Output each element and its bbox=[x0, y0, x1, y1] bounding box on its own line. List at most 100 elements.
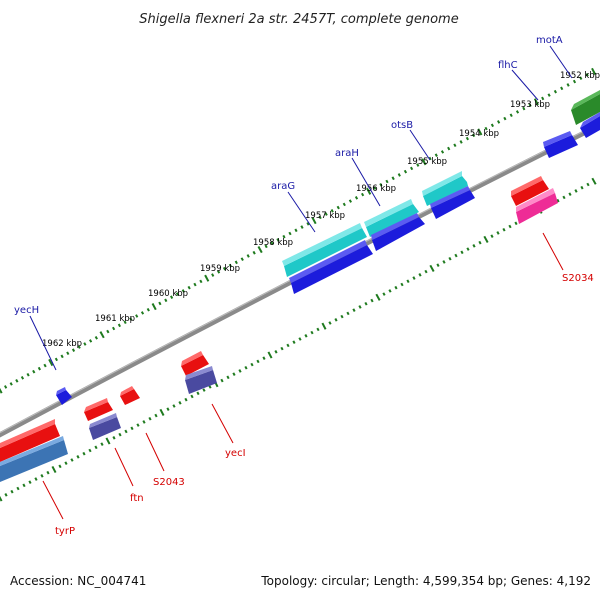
tick-mark bbox=[66, 351, 70, 356]
gene-label-yecI[interactable]: yecI bbox=[225, 448, 246, 459]
tick-mark bbox=[123, 320, 127, 325]
kbp-label-1952: 1952 kbp bbox=[560, 71, 600, 81]
gene-tyrP-block[interactable] bbox=[0, 440, 68, 482]
tick-mark bbox=[406, 279, 410, 284]
inner-tick-ring bbox=[0, 177, 597, 502]
tick-mark bbox=[270, 241, 274, 245]
tick-mark bbox=[310, 330, 314, 335]
gene-label-yecH[interactable]: yecH bbox=[14, 305, 39, 316]
gene-label-S2043[interactable]: S2043 bbox=[153, 477, 185, 488]
tick-mark bbox=[483, 235, 489, 243]
kbp-label-1953: 1953 kbp bbox=[510, 100, 550, 110]
tick-mark bbox=[46, 470, 50, 475]
tick-mark bbox=[220, 378, 224, 383]
tick-mark bbox=[388, 289, 392, 293]
tick-mark bbox=[354, 196, 359, 200]
gene-yecI-neighbor-block[interactable] bbox=[181, 355, 209, 376]
tick-mark bbox=[130, 426, 134, 431]
tick-mark bbox=[28, 480, 32, 484]
tick-mark bbox=[340, 314, 344, 319]
gene-tyrP-neighbor-block[interactable] bbox=[0, 424, 60, 462]
tick-mark bbox=[306, 222, 310, 226]
tick-mark bbox=[348, 199, 352, 203]
tick-mark bbox=[342, 202, 346, 207]
tick-mark bbox=[382, 292, 386, 296]
tick-mark bbox=[436, 263, 440, 267]
tick-mark bbox=[129, 317, 133, 321]
tick-mark bbox=[15, 379, 19, 383]
gene-yecH-block[interactable] bbox=[56, 390, 72, 405]
topology-summary: Topology: circular; Length: 4,599,354 bp… bbox=[261, 574, 591, 588]
tick-mark bbox=[484, 126, 488, 131]
gene-blue-2-block[interactable] bbox=[372, 217, 425, 251]
gene-araH-block[interactable] bbox=[366, 204, 419, 237]
tick-mark bbox=[264, 244, 268, 249]
tick-mark bbox=[358, 305, 362, 309]
tick-mark bbox=[364, 301, 368, 306]
tick-mark bbox=[142, 420, 146, 424]
tick-mark bbox=[82, 451, 86, 456]
gene-label-tyrP[interactable]: tyrP bbox=[55, 526, 75, 537]
gene-otsB-neighbor-block[interactable] bbox=[544, 135, 578, 158]
gene-tyrP-block-top bbox=[0, 436, 64, 466]
tick-mark bbox=[490, 123, 494, 128]
gene-label-flhC[interactable]: flhC bbox=[498, 60, 518, 71]
tick-mark bbox=[547, 93, 551, 97]
tick-mark bbox=[591, 67, 597, 75]
tick-mark bbox=[262, 356, 266, 360]
tick-mark bbox=[158, 301, 162, 306]
tick-mark bbox=[448, 256, 452, 261]
gene-araG-block[interactable] bbox=[284, 228, 367, 277]
tick-mark bbox=[465, 136, 469, 141]
tick-mark bbox=[416, 163, 420, 167]
gene-S2034-neighbor-block-top bbox=[511, 176, 543, 196]
tick-mark bbox=[193, 282, 197, 287]
tick-mark bbox=[117, 323, 121, 328]
tick-mark bbox=[257, 246, 263, 254]
tick-mark bbox=[20, 376, 25, 380]
gene-yecI-block[interactable] bbox=[185, 370, 217, 394]
tick-mark bbox=[232, 372, 236, 376]
gene-blue-1-block[interactable] bbox=[291, 245, 373, 294]
tick-mark bbox=[252, 250, 256, 255]
tick-mark bbox=[64, 461, 68, 465]
gene-motA-block[interactable] bbox=[571, 94, 600, 125]
gene-label-S2034[interactable]: S2034 bbox=[562, 273, 594, 284]
reverse-gene-labels: S2034 yecI S2043 ftn tyrP bbox=[42, 232, 594, 537]
tick-mark bbox=[34, 477, 38, 481]
gene-blue-3-block[interactable] bbox=[431, 190, 475, 219]
tick-mark bbox=[238, 369, 242, 373]
tick-mark bbox=[175, 292, 180, 296]
gene-label-ftn[interactable]: ftn bbox=[130, 493, 144, 504]
tick-mark bbox=[54, 357, 58, 362]
gene-flhC-block[interactable] bbox=[580, 116, 600, 138]
gene-otsB-block[interactable] bbox=[423, 176, 468, 206]
kbp-label-1957: 1957 kbp bbox=[305, 211, 345, 221]
tick-mark bbox=[246, 254, 250, 258]
gene-ftn-block[interactable] bbox=[89, 417, 121, 440]
tick-mark bbox=[164, 298, 168, 303]
leader-ftn bbox=[114, 447, 134, 487]
tick-mark bbox=[112, 436, 116, 440]
gene-label-araH[interactable]: araH bbox=[335, 148, 359, 159]
tick-mark bbox=[170, 295, 174, 299]
tick-mark bbox=[288, 231, 292, 236]
gene-S2034-neighbor-block[interactable] bbox=[511, 180, 549, 206]
gene-S2043-block[interactable] bbox=[120, 389, 140, 405]
gene-label-araG[interactable]: araG bbox=[271, 181, 295, 192]
tick-mark bbox=[460, 250, 464, 255]
gene-S2034-block[interactable] bbox=[516, 193, 558, 224]
tick-mark bbox=[267, 351, 273, 359]
tick-mark bbox=[428, 156, 432, 161]
tick-mark bbox=[429, 264, 435, 272]
leader-otsB bbox=[409, 129, 431, 161]
tick-mark bbox=[40, 474, 44, 478]
tick-mark bbox=[60, 354, 64, 359]
gene-yecH-block-top bbox=[56, 387, 66, 395]
gene-ftn-neighbor-block[interactable] bbox=[84, 402, 113, 421]
reverse-strand-genes bbox=[0, 176, 558, 482]
tick-mark bbox=[89, 339, 93, 343]
tick-mark bbox=[466, 247, 470, 251]
gene-label-otsB[interactable]: otsB bbox=[391, 120, 413, 131]
gene-label-motA[interactable]: motA bbox=[536, 35, 563, 46]
